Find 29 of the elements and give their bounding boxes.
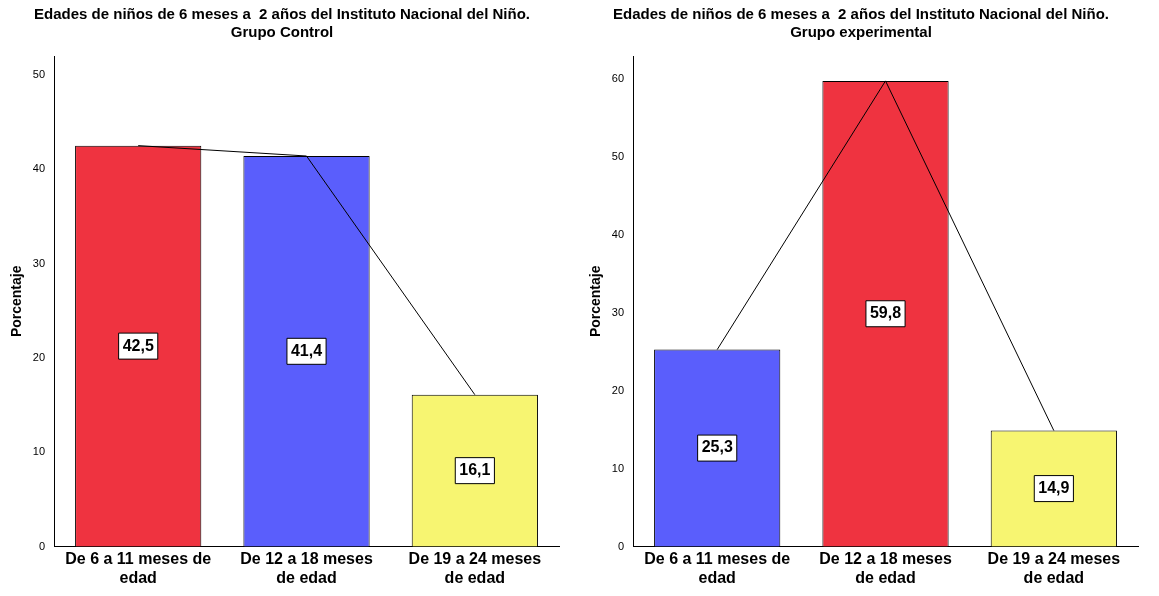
y-tick-label: 60 bbox=[611, 72, 625, 85]
y-tick-label: 0 bbox=[617, 539, 625, 552]
y-tick-label: 30 bbox=[32, 256, 46, 269]
data-label: 42,5 bbox=[122, 336, 154, 354]
x-tick-label: De 12 a 18 meses de edad bbox=[240, 549, 373, 586]
data-label: 14,9 bbox=[1038, 478, 1070, 496]
y-tick-label: 20 bbox=[611, 383, 625, 396]
x-tick-label: De 12 a 18 meses de edad bbox=[819, 549, 952, 586]
y-tick-label: 10 bbox=[32, 445, 46, 458]
data-label: 25,3 bbox=[701, 438, 733, 456]
y-tick-label: 0 bbox=[38, 539, 46, 552]
data-label: 59,8 bbox=[869, 304, 902, 322]
y-tick-label: 40 bbox=[32, 162, 46, 175]
y-tick-label: 20 bbox=[32, 350, 46, 363]
x-tick-label: De 6 a 11 meses de edad bbox=[644, 549, 791, 586]
y-tick-label: 40 bbox=[611, 228, 625, 241]
x-tick-label: De 19 a 24 meses de edad bbox=[987, 549, 1121, 586]
y-axis-title: Porcentaje bbox=[8, 265, 25, 338]
x-tick-label: De 6 a 11 meses de edad bbox=[65, 549, 212, 586]
data-label: 16,1 bbox=[459, 461, 491, 479]
y-tick-label: 50 bbox=[611, 150, 625, 163]
data-label: 41,4 bbox=[290, 341, 323, 359]
y-axis-title: Porcentaje bbox=[587, 265, 604, 338]
y-tick-label: 50 bbox=[32, 67, 46, 80]
chart-title: Edades de niños de 6 meses a 2 años del Instituto Nacional del Niño. Grupo Control bbox=[34, 5, 530, 41]
chart-title: Edades de niños de 6 meses a 2 años del Instituto Nacional del Niño. Grupo experimental bbox=[613, 5, 1109, 41]
y-tick-label: 30 bbox=[611, 306, 625, 319]
x-tick-label: De 19 a 24 meses de edad bbox=[408, 549, 542, 586]
y-tick-label: 10 bbox=[611, 461, 625, 474]
